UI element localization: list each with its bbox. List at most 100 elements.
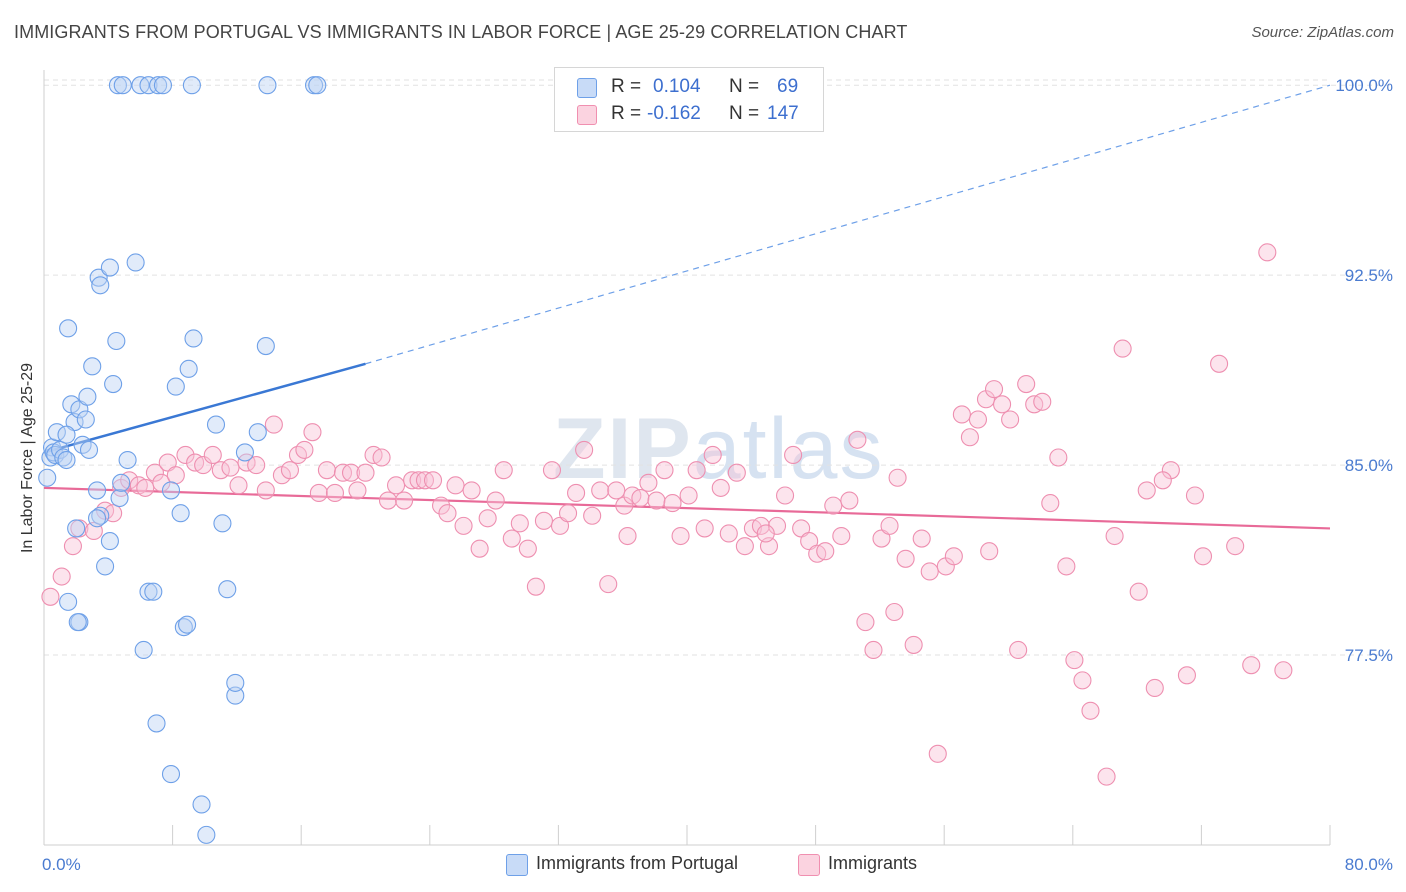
point-immigrants — [558, 504, 578, 523]
point-portugal — [248, 423, 267, 442]
point-immigrants — [526, 577, 545, 596]
point-portugal — [226, 686, 245, 705]
point-immigrants — [816, 542, 835, 561]
gridlines — [44, 79, 1394, 656]
point-portugal — [87, 509, 107, 528]
point-immigrants — [567, 483, 586, 503]
point-immigrants — [145, 463, 164, 482]
point-portugal — [153, 76, 173, 95]
point-portugal — [161, 765, 181, 784]
point-immigrants — [695, 519, 714, 538]
bottom-legend-label-portugal: Immigrants from Portugal — [536, 853, 739, 873]
point-immigrants — [229, 476, 248, 495]
point-immigrants — [1097, 767, 1116, 786]
point-portugal — [91, 276, 110, 295]
point-immigrants — [317, 461, 336, 480]
point-portugal — [108, 76, 127, 95]
legend-n-value: 147 — [767, 103, 799, 124]
point-immigrants — [470, 539, 489, 558]
point-portugal — [308, 76, 327, 95]
point-immigrants — [599, 575, 618, 594]
point-portugal — [144, 582, 163, 601]
point-immigrants — [784, 445, 803, 465]
point-portugal — [38, 468, 57, 487]
point-immigrants — [395, 491, 414, 510]
point-portugal — [184, 329, 203, 348]
point-immigrants — [52, 567, 71, 586]
point-immigrants — [432, 496, 451, 515]
legend-r-value: 0.104 — [653, 76, 701, 97]
point-immigrants — [888, 468, 907, 487]
point-immigrants — [1185, 486, 1205, 505]
legend-swatch-immigrants — [577, 105, 597, 125]
point-immigrants — [1041, 494, 1060, 513]
point-portugal — [68, 613, 87, 632]
trend-line-portugal — [43, 362, 366, 454]
bottom-legend-swatch-portugal — [506, 854, 528, 876]
point-immigrants — [264, 415, 283, 434]
point-immigrants — [840, 491, 859, 510]
point-immigrants — [912, 529, 931, 548]
point-portugal — [113, 76, 132, 95]
point-portugal — [76, 410, 95, 429]
point-portugal — [161, 481, 181, 500]
point-portugal — [57, 450, 76, 470]
point-immigrants — [880, 516, 899, 535]
trend-line-portugal-extension — [365, 84, 1331, 365]
point-portugal — [112, 473, 131, 492]
tick-labels: 77.5% 85.0% 92.5% 100.0% 0.0% 80.0% — [42, 76, 1393, 874]
point-immigrants — [356, 463, 375, 482]
point-immigrants — [1153, 471, 1172, 490]
point-immigrants — [647, 491, 666, 510]
point-portugal — [126, 253, 145, 272]
point-portugal — [54, 448, 73, 467]
point-immigrants — [136, 478, 155, 497]
point-immigrants — [607, 481, 626, 500]
y-tick-label: 85.0% — [1345, 456, 1393, 475]
point-portugal — [166, 377, 185, 396]
point-immigrants — [703, 445, 722, 465]
legend-n-value: 69 — [777, 76, 799, 97]
point-portugal — [218, 580, 237, 599]
point-portugal — [206, 415, 226, 434]
point-immigrants — [534, 511, 553, 530]
point-portugal — [171, 504, 190, 523]
point-immigrants — [980, 542, 999, 561]
point-portugal — [107, 331, 126, 351]
point-immigrants — [856, 613, 875, 632]
point-portugal — [104, 375, 123, 394]
point-immigrants — [727, 463, 746, 482]
point-immigrants — [896, 549, 915, 568]
legend-n-label: N = — [729, 76, 760, 97]
point-immigrants — [409, 471, 428, 490]
point-immigrants — [423, 471, 443, 490]
point-immigrants — [800, 532, 819, 551]
legend-r-label: R = — [611, 76, 642, 97]
point-portugal — [70, 400, 89, 419]
point-portugal — [79, 440, 99, 459]
point-immigrants — [386, 476, 406, 495]
point-immigrants — [631, 488, 650, 508]
point-portugal — [182, 76, 201, 95]
correlation-legend: R = 0.104 N = 69 R = -0.162 N = 147 — [554, 67, 824, 132]
axes — [43, 70, 1331, 846]
point-portugal — [134, 640, 153, 660]
point-portugal — [57, 425, 76, 444]
point-immigrants — [968, 410, 988, 429]
point-immigrants — [1081, 701, 1100, 720]
point-immigrants — [776, 486, 795, 505]
point-immigrants — [325, 483, 345, 503]
point-immigrants — [303, 423, 322, 442]
point-portugal — [91, 506, 110, 525]
point-immigrants — [1105, 526, 1124, 546]
point-immigrants — [1065, 651, 1084, 670]
legend-r-label: R = — [611, 103, 642, 124]
point-immigrants — [1009, 640, 1028, 660]
bottom-legend-swatch-immigrants — [798, 854, 820, 876]
point-portugal — [226, 673, 245, 692]
point-portugal — [110, 488, 129, 508]
point-portugal — [256, 337, 275, 356]
point-portugal — [89, 268, 108, 287]
point-immigrants — [1210, 354, 1229, 373]
point-immigrants — [502, 529, 521, 548]
